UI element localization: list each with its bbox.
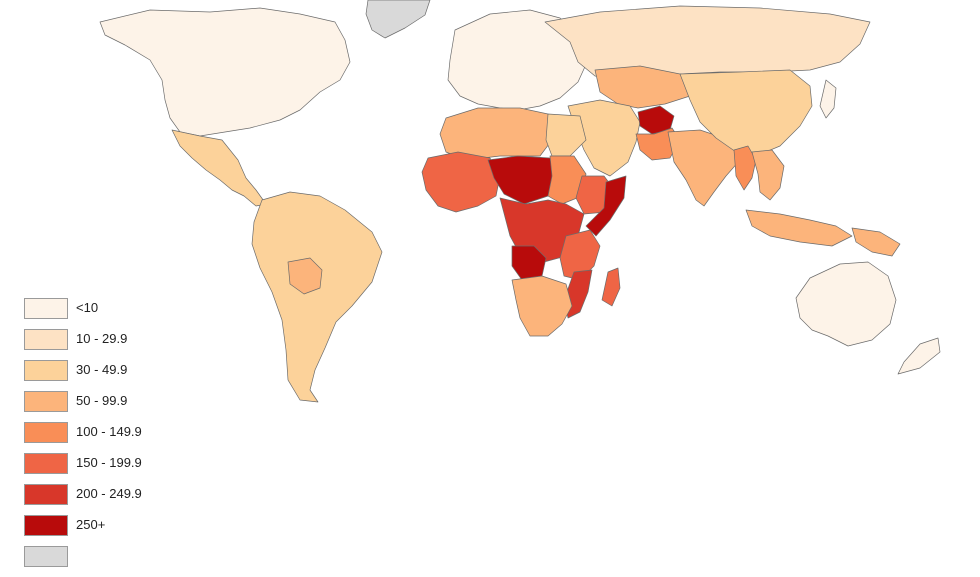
region-bolivia	[287, 257, 323, 295]
region-egypt	[545, 113, 587, 157]
region-north-africa	[439, 107, 553, 161]
region-indonesia	[745, 209, 853, 247]
legend-swatch	[24, 360, 68, 381]
region-sudan	[547, 155, 587, 205]
legend-label: 100 - 149.9	[76, 424, 142, 439]
region-japan	[819, 79, 837, 119]
legend-swatch	[24, 298, 68, 319]
legend-label: 10 - 29.9	[76, 331, 128, 346]
legend-label: <10	[76, 300, 99, 315]
region-somalia	[585, 175, 627, 237]
region-greenland	[365, 0, 431, 39]
legend-swatch	[24, 546, 68, 567]
legend-swatch	[24, 453, 68, 474]
region-australia	[795, 261, 897, 347]
region-southern-africa	[511, 275, 573, 337]
world-choropleth-map	[99, 0, 941, 403]
legend-swatch	[24, 391, 68, 412]
legend-label: 150 - 199.9	[76, 455, 142, 470]
region-china	[679, 69, 813, 157]
region-north-america	[99, 7, 351, 137]
region-south-america	[251, 191, 383, 403]
region-mexico-central-america	[171, 129, 267, 207]
region-west-africa	[421, 151, 501, 213]
region-russia	[544, 5, 871, 81]
legend-swatch	[24, 484, 68, 505]
legend-label: 250+	[76, 517, 106, 532]
region-central-asia	[594, 65, 701, 109]
region-myanmar	[733, 145, 757, 191]
region-southeast-asia	[751, 149, 785, 201]
region-mali-niger-chad	[487, 155, 557, 205]
legend-label: 30 - 49.9	[76, 362, 128, 377]
region-new-zealand	[897, 337, 941, 375]
legend-swatch	[24, 515, 68, 536]
legend-label: 200 - 249.9	[76, 486, 142, 501]
legend-swatch	[24, 422, 68, 443]
region-madagascar	[601, 267, 621, 307]
legend-label: 50 - 99.9	[76, 393, 128, 408]
region-europe	[447, 9, 589, 111]
region-papua-new-guinea	[851, 227, 901, 257]
legend-swatch	[24, 329, 68, 350]
